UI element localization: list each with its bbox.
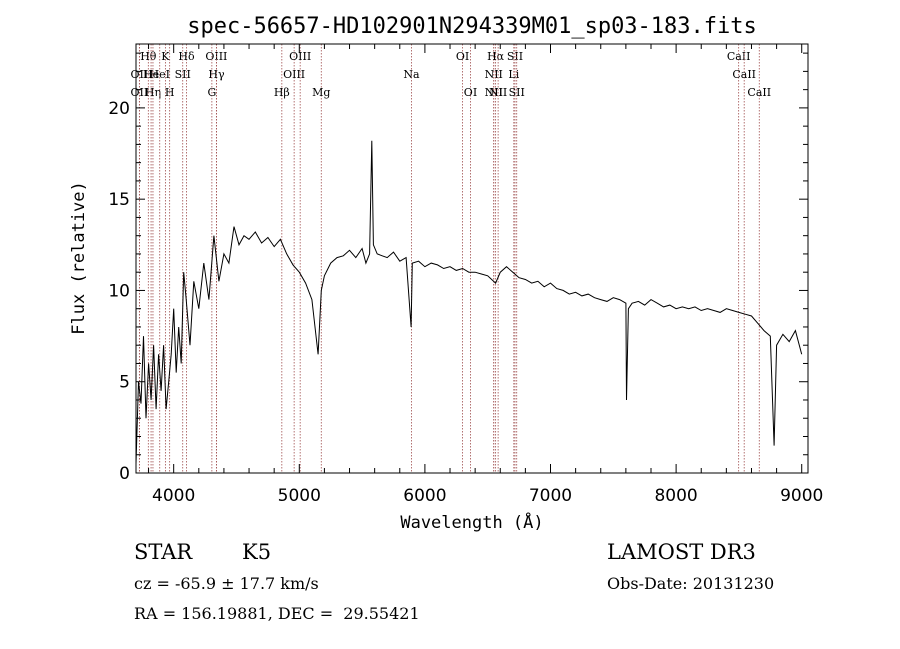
marker-label-11: Hγ xyxy=(208,68,225,81)
chart-title: spec-56657-HD102901N294339M01_sp03-183.f… xyxy=(187,14,757,39)
x-tick-label-5: 9000 xyxy=(780,486,823,506)
y-tick-label-2: 10 xyxy=(108,281,130,301)
marker-label-16: Mg xyxy=(312,86,330,99)
marker-label-5: HeI xyxy=(150,68,170,81)
marker-label-7: H xyxy=(165,86,175,99)
marker-label-28: CaII xyxy=(732,68,756,81)
redshift-cz: cz = -65.9 ± 17.7 km/s xyxy=(134,574,319,593)
plot-frame xyxy=(135,43,809,474)
marker-label-2: Hθ xyxy=(140,50,157,63)
x-tick-label-2: 6000 xyxy=(403,486,446,506)
x-axis-label: Wavelength (Å) xyxy=(400,511,543,533)
x-tick-label-0: 4000 xyxy=(152,486,195,506)
object-type: STAR xyxy=(134,540,193,564)
marker-label-23: NII xyxy=(489,86,507,99)
marker-label-6: K xyxy=(161,50,170,63)
marker-label-25: Li xyxy=(508,68,519,81)
y-axis-ticks: 0 5 10 15 20 xyxy=(108,52,808,484)
x-tick-label-1: 5000 xyxy=(278,486,321,506)
marker-label-3: He xyxy=(143,68,159,81)
marker-label-18: OI xyxy=(456,50,469,63)
marker-label-4: Hη xyxy=(145,86,161,99)
y-tick-label-0: 0 xyxy=(119,464,130,484)
y-tick-label-4: 20 xyxy=(108,99,130,119)
marker-label-9: Hδ xyxy=(178,50,195,63)
marker-label-12: G xyxy=(207,86,216,99)
marker-label-27: CaII xyxy=(727,50,751,63)
x-axis-ticks: 4000 5000 6000 7000 8000 9000 xyxy=(148,44,823,506)
spectrum-line xyxy=(135,140,803,464)
marker-label-17: Na xyxy=(403,68,420,81)
y-tick-label-3: 15 xyxy=(108,190,130,210)
marker-label-15: OIII xyxy=(289,50,311,63)
marker-label-19: OI xyxy=(464,86,477,99)
marker-label-24: SII xyxy=(507,50,523,63)
y-axis-label: Flux (relative) xyxy=(69,181,89,335)
survey-name: LAMOST DR3 xyxy=(607,540,756,564)
object-subclass: K5 xyxy=(242,540,272,564)
marker-label-1: OII xyxy=(131,86,149,99)
x-tick-label-3: 7000 xyxy=(529,486,572,506)
marker-label-26: SII xyxy=(509,86,525,99)
marker-label-8: SII xyxy=(175,68,191,81)
coordinates: RA = 156.19881, DEC = 29.55421 xyxy=(134,604,420,623)
observation-date: Obs-Date: 20131230 xyxy=(607,574,775,593)
marker-label-14: OIII xyxy=(283,68,305,81)
x-tick-label-4: 8000 xyxy=(654,486,697,506)
y-tick-label-1: 5 xyxy=(119,373,130,393)
marker-label-29: CaII xyxy=(747,86,771,99)
marker-label-22: Hα xyxy=(487,50,505,63)
marker-label-13: Hβ xyxy=(274,86,290,99)
